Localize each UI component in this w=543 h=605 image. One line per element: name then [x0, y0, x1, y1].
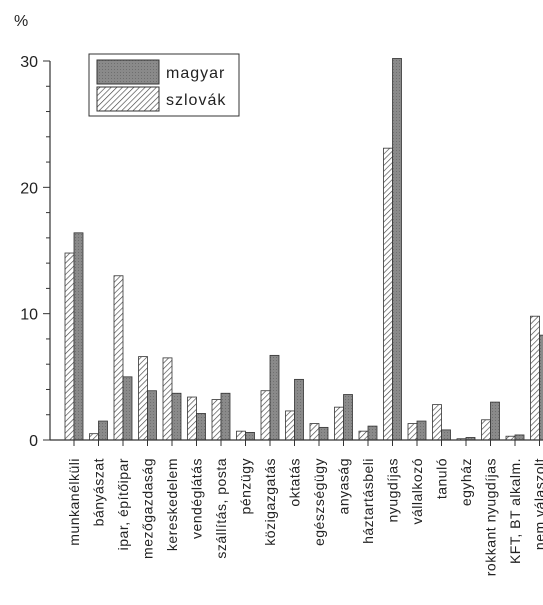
bar-szlovak: [530, 315, 540, 441]
bar-magyar: [367, 425, 378, 441]
bar-magyar: [392, 58, 402, 441]
bar-szlovak: [383, 147, 393, 441]
bar-magyar: [269, 354, 280, 441]
legend: magyar szlovák: [88, 53, 240, 117]
x-category-label: ipar, építőipar: [115, 458, 131, 550]
bar-szlovak: [432, 404, 442, 441]
y-tick-label: 10: [20, 307, 38, 324]
bar-szlovak: [481, 419, 491, 441]
bar-szlovak: [285, 410, 295, 441]
x-category-label: kereskedelem: [164, 458, 180, 551]
bar-magyar: [318, 426, 329, 441]
bar-magyar: [343, 394, 353, 441]
x-category-label: szállítás, posta: [213, 458, 229, 559]
x-category-label: rokkant nyugdíjas: [483, 458, 499, 576]
bar-szlovak: [407, 423, 418, 441]
y-tick-label: 0: [29, 433, 38, 450]
y-unit-label: %: [14, 13, 28, 30]
x-category-label: munkanélküli: [66, 458, 82, 546]
x-category-label: mezőgazdaság: [140, 458, 156, 559]
x-category-label: háztartásbeli: [360, 458, 376, 544]
bar-magyar: [490, 401, 500, 441]
x-category-label: KFT, BT alkalm.: [507, 458, 523, 564]
x-category-label: anyaság: [336, 458, 352, 514]
x-category-label: egyház: [458, 458, 474, 506]
bar-szlovak: [260, 390, 271, 441]
x-category-label: vendéglátás: [189, 458, 205, 539]
bar-szlovak: [236, 430, 246, 441]
bar-magyar: [171, 392, 182, 441]
x-category-label: pénzügy: [238, 458, 254, 514]
y-tick-label: 30: [20, 54, 38, 71]
x-category-label: közigazgatás: [262, 458, 278, 546]
x-category-label: vállalkozó: [409, 458, 425, 524]
bar-magyar: [294, 378, 304, 441]
legend-label-magyar: magyar: [166, 65, 225, 82]
bar-magyar: [220, 392, 231, 441]
bar-magyar: [441, 429, 451, 441]
bar-magyar: [539, 334, 543, 441]
bar-szlovak: [334, 406, 344, 441]
bar-szlovak: [309, 423, 320, 441]
legend-swatch-szlovak: [96, 86, 160, 112]
legend-swatch-magyar: [96, 59, 160, 85]
x-category-label: tanuló: [434, 458, 450, 499]
bar-szlovak: [113, 275, 124, 441]
bar-szlovak: [138, 356, 148, 441]
bar-magyar: [245, 432, 255, 441]
bar-magyar: [122, 376, 133, 441]
legend-label-szlovak: szlovák: [166, 92, 226, 109]
y-tick-label: 20: [20, 180, 38, 197]
bar-szlovak: [187, 396, 197, 441]
bars: [64, 58, 543, 441]
x-category-label: nem válaszolt: [532, 458, 543, 550]
bar-magyar: [73, 232, 84, 441]
y-axis: 0 10 20 30: [20, 54, 51, 450]
bar-magyar: [416, 420, 427, 441]
x-category-label: bányászat: [91, 458, 107, 526]
bar-magyar: [514, 434, 525, 441]
bar-magyar: [98, 420, 108, 441]
bar-szlovak: [64, 252, 75, 441]
x-category-label: oktatás: [287, 458, 303, 507]
bar-szlovak: [211, 399, 222, 441]
x-category-label: nyugdíjas: [385, 458, 401, 522]
x-axis: munkanélküli bányászat ipar, építőipar mező…: [50, 439, 543, 576]
bar-szlovak: [162, 357, 173, 441]
x-category-label: egészségügy: [311, 458, 327, 546]
bar-magyar: [196, 413, 206, 441]
bar-szlovak: [89, 433, 99, 441]
bar-magyar: [147, 390, 157, 441]
bar-szlovak: [358, 430, 369, 441]
